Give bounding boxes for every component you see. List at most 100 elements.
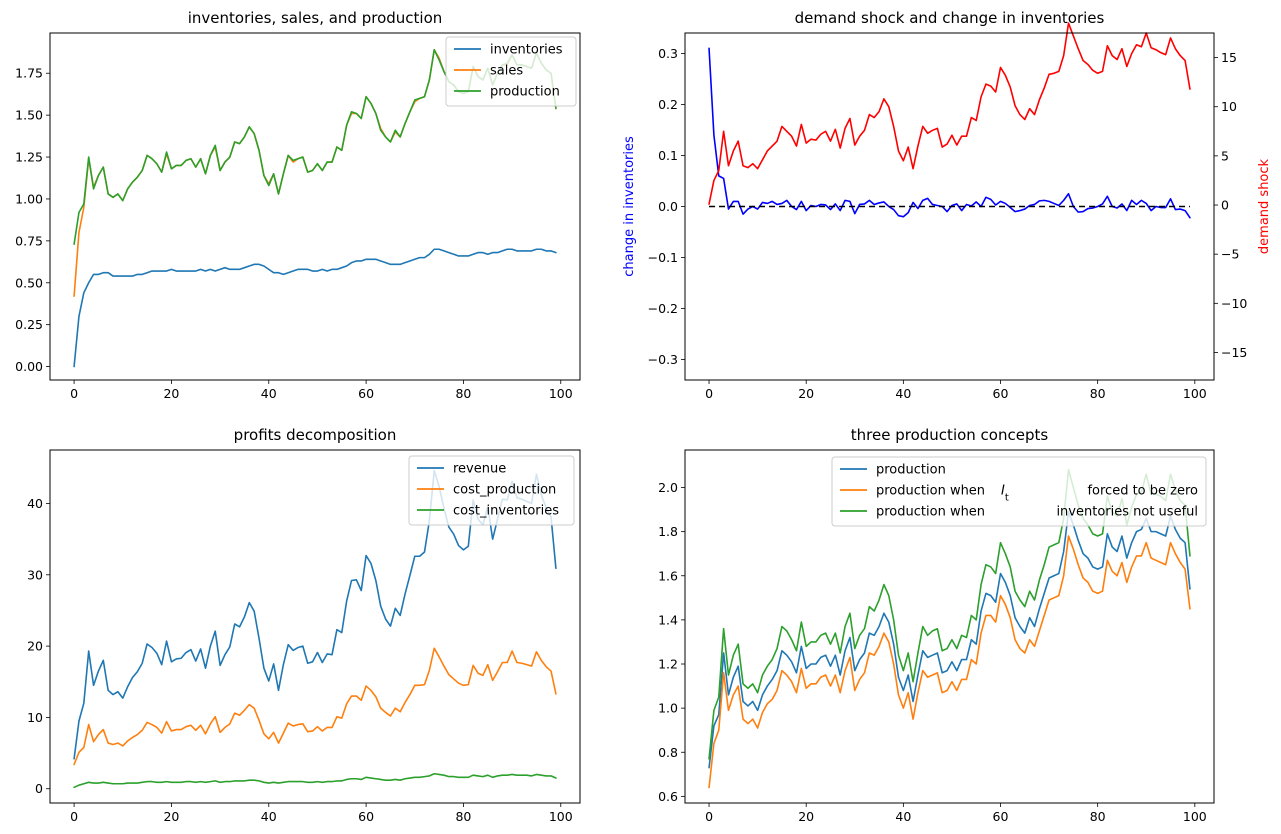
x-tick-label: 80	[1090, 809, 1106, 824]
chart-title: inventories, sales, and production	[188, 9, 443, 27]
chart-profits-decomposition: profits decomposition 0 20 40 60 80 100 0 10 20 30…	[27, 426, 581, 824]
x-tick-label: 60	[993, 809, 1009, 824]
y-tick-label: 1.00	[15, 191, 43, 206]
chart-inventories-sales-production: inventories, sales, and production 0 20 40 6…	[15, 9, 581, 401]
x-tick-label: 60	[358, 386, 374, 401]
x-tick-label: 80	[1090, 386, 1106, 401]
x-tick-label: 60	[358, 809, 374, 824]
y-tick-label: 0	[35, 781, 43, 796]
x-axis-ticks: 0 20 40 60 80 100	[705, 380, 1207, 401]
chart-three-production-concepts: three production concepts 0 20 40 60 80 100 0.6…	[658, 426, 1215, 824]
legend-label-suffix: forced to be zero	[1087, 484, 1198, 499]
y-axis-ticks: −0.3 −0.2 −0.1 0.0 0.1 0.2 0.3	[648, 46, 685, 367]
y-tick-label: 1.25	[15, 150, 43, 165]
x-tick-label: 0	[705, 386, 713, 401]
y-tick-label: 2.0	[658, 480, 678, 495]
legend-box	[408, 455, 575, 526]
series-line-change-in-inventories	[708, 47, 1191, 219]
y-tick-label: 0.3	[658, 46, 678, 61]
legend-box	[831, 456, 1207, 527]
series-line-production-when-forced-to-be-zero	[708, 535, 1191, 789]
y2-tick-label: 5	[1221, 148, 1229, 163]
axes-frame	[684, 449, 1215, 804]
y-tick-label: 0.8	[658, 745, 678, 760]
legend: inventories sales production	[445, 36, 577, 107]
legend-label: cost_inventories	[453, 504, 559, 519]
y-tick-label: 1.0	[658, 701, 678, 716]
y-tick-label: 1.2	[658, 657, 678, 672]
chart-title: demand shock and change in inventories	[795, 9, 1105, 27]
legend: production production when It forced to be …	[831, 456, 1207, 527]
y-tick-label: 1.50	[15, 108, 43, 123]
legend: revenue cost_production cost_inventories	[408, 455, 575, 526]
x-tick-label: 40	[261, 386, 277, 401]
x-axis-ticks: 0 20 40 60 80 100	[705, 803, 1207, 824]
x-tick-label: 100	[1183, 809, 1207, 824]
y-axis-ticks: 0.6 0.8 1.0 1.2 1.4 1.6 1.8 2.0	[658, 480, 685, 804]
y2-axis-label: demand shock	[1257, 158, 1272, 254]
x-tick-label: 100	[1183, 386, 1207, 401]
legend-math-symbol: It	[1001, 484, 1009, 504]
legend-label: revenue	[453, 462, 506, 477]
y-tick-label: 20	[27, 639, 43, 654]
series-line-cost-production	[73, 647, 557, 766]
y-tick-label: 0.0	[658, 199, 678, 214]
series-group	[708, 22, 1191, 219]
y-tick-label: 1.75	[15, 66, 43, 81]
y-tick-label: 0.25	[15, 317, 43, 332]
x-tick-label: 20	[798, 809, 814, 824]
y2-tick-label: −15	[1221, 345, 1247, 360]
x-axis-ticks: 0 20 40 60 80 100	[70, 380, 573, 401]
x-tick-label: 20	[798, 386, 814, 401]
y-tick-label: 10	[27, 710, 43, 725]
series-line-production	[708, 510, 1191, 769]
y-tick-label: 1.4	[658, 612, 678, 627]
axes-frame	[49, 449, 581, 804]
legend-label: cost_production	[453, 483, 556, 498]
x-tick-label: 0	[70, 809, 78, 824]
legend-label: production	[490, 85, 560, 100]
legend-label: production when	[876, 505, 985, 520]
legend-box	[445, 36, 577, 107]
chart-title: profits decomposition	[234, 426, 397, 444]
axes-frame	[49, 32, 581, 381]
y-tick-label: 0.50	[15, 275, 43, 290]
x-tick-label: 100	[549, 809, 573, 824]
legend-label-suffix: inventories not useful	[1056, 505, 1198, 520]
x-tick-label: 20	[163, 809, 179, 824]
y-tick-label: −0.3	[648, 352, 678, 367]
legend-label: sales	[490, 64, 523, 79]
y-tick-label: 0.1	[658, 148, 678, 163]
x-tick-label: 0	[705, 809, 713, 824]
x-tick-label: 80	[455, 809, 471, 824]
y-tick-label: −0.1	[648, 250, 678, 265]
y-tick-label: 30	[27, 567, 43, 582]
legend-label: production when	[876, 484, 985, 499]
y-tick-label: 0.00	[15, 359, 43, 374]
y-tick-label: −0.2	[648, 301, 678, 316]
y-axis-ticks: 0.00 0.25 0.50 0.75 1.00 1.25 1.50 1.75	[15, 66, 50, 374]
y-tick-label: 1.6	[658, 568, 678, 583]
y-tick-label: 0.6	[658, 789, 678, 804]
y-tick-label: 0.75	[15, 233, 43, 248]
x-tick-label: 0	[70, 386, 78, 401]
x-tick-label: 40	[895, 809, 911, 824]
y-axis-label: change in inventories	[622, 136, 637, 277]
y2-tick-label: −5	[1221, 247, 1239, 262]
y2-tick-label: −10	[1221, 296, 1247, 311]
series-line-cost-inventories	[73, 772, 557, 789]
y-tick-label: 0.2	[658, 97, 678, 112]
x-axis-ticks: 0 20 40 60 80 100	[70, 803, 573, 824]
series-line-inventories	[73, 248, 557, 368]
y2-tick-label: 15	[1221, 50, 1237, 65]
chart-demand-shock-change-in-inventories: demand shock and change in inventories 0 2…	[622, 9, 1272, 401]
x-tick-label: 20	[163, 386, 179, 401]
y-tick-label: 40	[27, 496, 43, 511]
legend-label: production	[876, 463, 946, 478]
y2-tick-label: 0	[1221, 198, 1229, 213]
y2-tick-label: 10	[1221, 99, 1237, 114]
series-line-demand-shock	[708, 22, 1191, 205]
chart-title: three production concepts	[851, 426, 1049, 444]
x-tick-label: 40	[895, 386, 911, 401]
